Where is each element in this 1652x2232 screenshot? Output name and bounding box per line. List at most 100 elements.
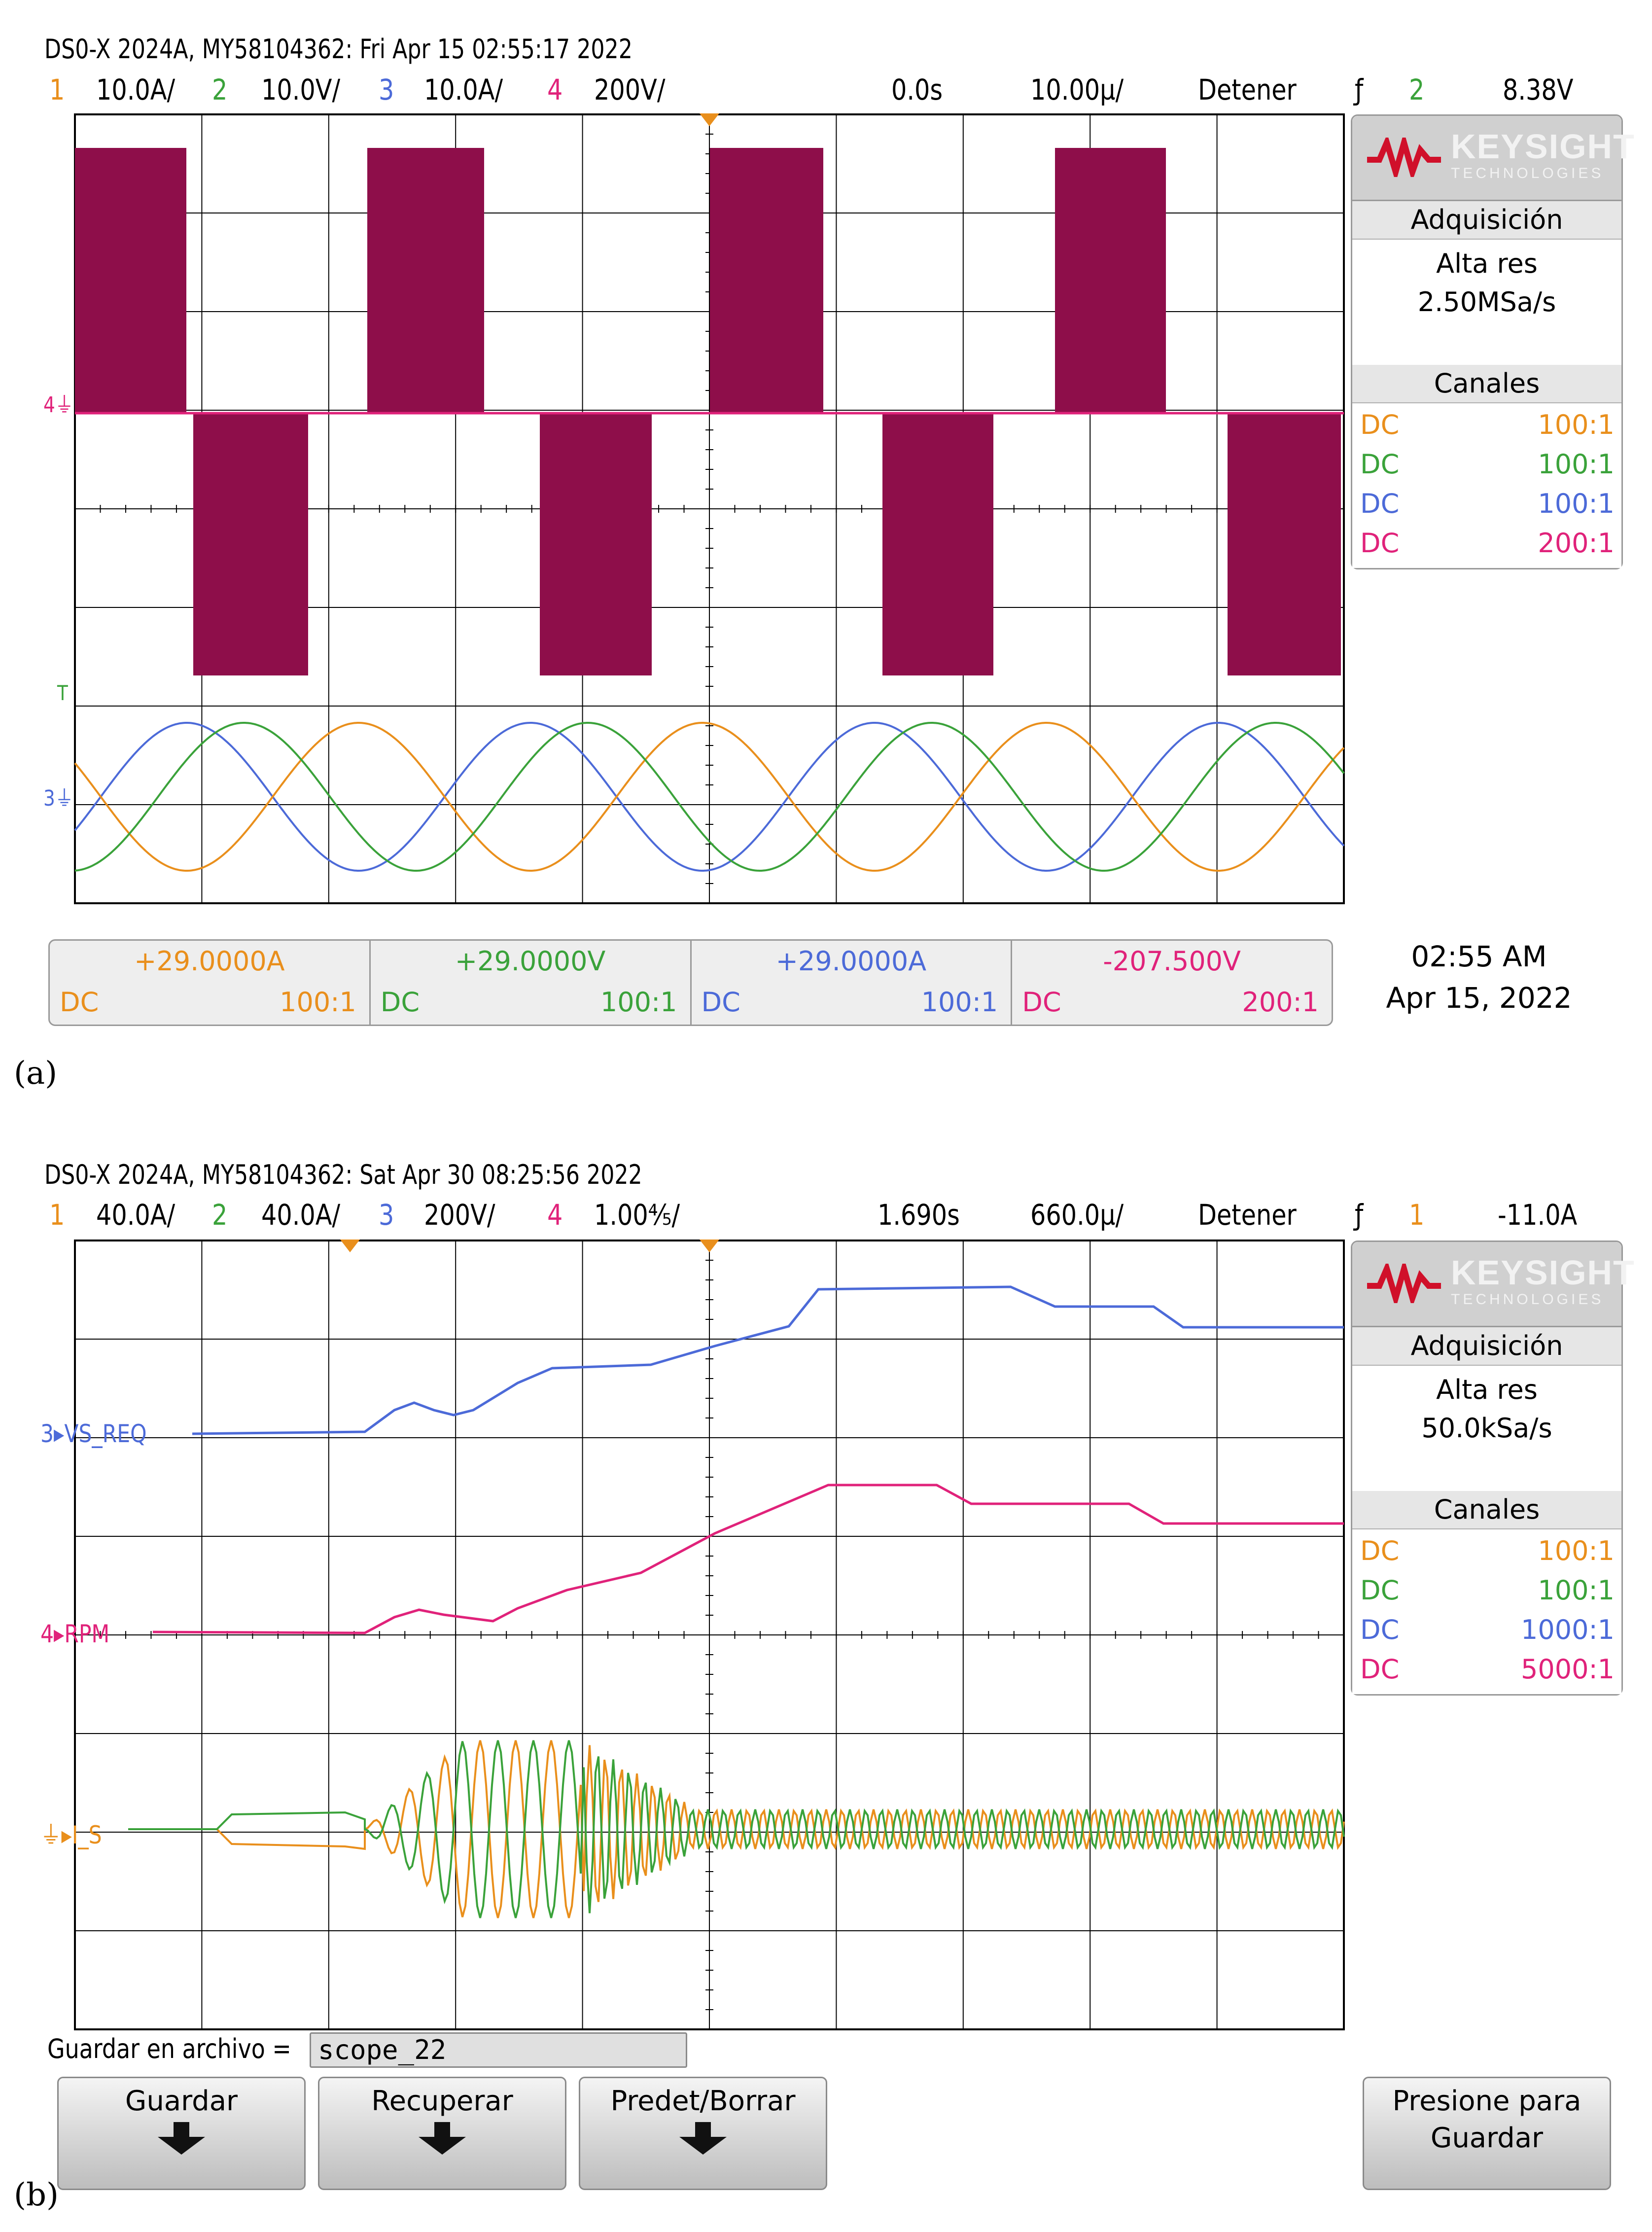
- ch4-pwm-block: [75, 148, 186, 413]
- ch4-scale[interactable]: 1.00⅘/: [594, 1198, 680, 1232]
- ch2-scale[interactable]: 10.0V/: [261, 73, 341, 106]
- ch4-pwm-block: [1055, 148, 1166, 413]
- measurement-ch4[interactable]: -207.500V DC 200:1: [1022, 946, 1319, 1018]
- delay-marker-icon: [340, 1240, 360, 1252]
- save-filename-label: Guardar en archivo =: [47, 2033, 291, 2064]
- channel-row[interactable]: DC 100:1: [1360, 409, 1615, 440]
- channel-row[interactable]: DC 100:1: [1360, 1535, 1615, 1566]
- trigger-level[interactable]: -11.0A: [1498, 1198, 1578, 1232]
- down-arrow-icon: [158, 2122, 205, 2155]
- acquisition-mode: Alta res: [1436, 248, 1538, 279]
- ch4-pwm-block: [367, 148, 484, 413]
- acquisition-title[interactable]: Adquisición: [1352, 201, 1621, 240]
- channel-row[interactable]: DC 1000:1: [1360, 1614, 1615, 1645]
- channels-title[interactable]: Canales: [1352, 1491, 1621, 1529]
- panel-a-header: DS0-X 2024A, MY58104362: Fri Apr 15 02:5…: [44, 34, 633, 65]
- trigger-edge-icon[interactable]: ƒ: [1355, 73, 1364, 106]
- ch1-num[interactable]: 1: [49, 1198, 65, 1232]
- recuperar-button[interactable]: Recuperar: [318, 2077, 566, 2190]
- keysight-wave-icon: [1367, 1264, 1441, 1303]
- rpm-label[interactable]: 4▸RPM: [40, 1620, 110, 1648]
- clock: 02:55 AM Apr 15, 2022: [1361, 936, 1597, 1019]
- down-arrow-icon: [419, 2122, 466, 2155]
- guardar-button[interactable]: Guardar: [57, 2077, 306, 2190]
- ch4-pwm-block: [882, 413, 993, 675]
- channel-row[interactable]: DC 100:1: [1360, 449, 1615, 480]
- ch4-scale[interactable]: 200V/: [594, 73, 666, 106]
- caption-a: (a): [14, 1055, 58, 1092]
- rpm-trace: [152, 1484, 1344, 1634]
- i-s-label[interactable]: ⏚▸I_S: [40, 1821, 102, 1849]
- press-to-save-button[interactable]: Presione para Guardar: [1363, 2077, 1611, 2190]
- measurement-ch3[interactable]: +29.0000A DC 100:1: [692, 941, 1013, 1025]
- channel-row[interactable]: DC 100:1: [1360, 488, 1615, 519]
- panel-a-scope-display[interactable]: [0, 0, 1351, 937]
- down-arrow-icon: [679, 2122, 727, 2155]
- graticule: [74, 1240, 1345, 2030]
- panel-b-scope-display[interactable]: [0, 0, 1351, 2071]
- brand-sub: TECHNOLOGIES: [1451, 1291, 1604, 1308]
- ch1-num[interactable]: 1: [49, 73, 65, 106]
- ch4-ground-marker[interactable]: 4⏚: [43, 392, 74, 418]
- clock-date: Apr 15, 2022: [1386, 981, 1572, 1015]
- brand-name: KEYSIGHT: [1451, 127, 1635, 166]
- time-scale[interactable]: 10.00µ/: [1030, 73, 1124, 106]
- ch1-scale[interactable]: 40.0A/: [96, 1198, 176, 1232]
- ch3-num[interactable]: 3: [379, 1198, 394, 1232]
- run-state[interactable]: Detener: [1198, 1198, 1297, 1232]
- trigger-channel[interactable]: 1: [1409, 1198, 1425, 1232]
- channel-row[interactable]: DC 100:1: [1360, 1575, 1615, 1606]
- time-scale[interactable]: 660.0µ/: [1030, 1198, 1124, 1232]
- ch1-current-trace: [74, 722, 1345, 872]
- keysight-logo: KEYSIGHT TECHNOLOGIES: [1352, 116, 1634, 201]
- measurement-ch1[interactable]: +29.0000A DC 100:1: [50, 941, 371, 1025]
- i-s-phase-b-trace: [128, 1740, 1345, 1918]
- vs-req-trace: [192, 1285, 1344, 1435]
- trigger-edge-icon[interactable]: ƒ: [1355, 1198, 1364, 1232]
- ch3-ground-marker[interactable]: 3⏚: [43, 786, 74, 811]
- channel-row[interactable]: DC 5000:1: [1360, 1654, 1615, 1685]
- ch4-pwm-block: [1228, 413, 1341, 675]
- ch4-num[interactable]: 4: [547, 73, 563, 106]
- brand-sub: TECHNOLOGIES: [1451, 165, 1604, 181]
- clock-time: 02:55 AM: [1411, 940, 1547, 973]
- ch4-num[interactable]: 4: [547, 1198, 563, 1232]
- trigger-marker[interactable]: T: [57, 681, 68, 705]
- ch1-scale[interactable]: 10.0A/: [96, 73, 176, 106]
- ch4-pwm-block: [540, 413, 652, 675]
- measurement-bar: +29.0000A DC 100:1 +29.0000V DC 100:1 +2…: [48, 939, 1333, 1026]
- ch2-scale[interactable]: 40.0A/: [261, 1198, 341, 1232]
- panel-a-sidebar: KEYSIGHT TECHNOLOGIES Adquisición Alta r…: [1351, 114, 1634, 569]
- time-offset[interactable]: 1.690s: [878, 1198, 960, 1232]
- brand-name: KEYSIGHT: [1451, 1253, 1635, 1292]
- panel-b-header: DS0-X 2024A, MY58104362: Sat Apr 30 08:2…: [44, 1159, 642, 1190]
- measurement-ch2[interactable]: +29.0000V DC 100:1: [371, 941, 692, 1025]
- trigger-channel[interactable]: 2: [1409, 73, 1425, 106]
- channels-title[interactable]: Canales: [1352, 365, 1621, 403]
- acquisition-rate: 50.0kSa/s: [1421, 1413, 1552, 1444]
- ch2-voltage-trace: [74, 722, 1345, 872]
- channel-row[interactable]: DC 200:1: [1360, 528, 1615, 559]
- panel-b-sidebar: KEYSIGHT TECHNOLOGIES Adquisición Alta r…: [1351, 1240, 1634, 1696]
- keysight-logo: KEYSIGHT TECHNOLOGIES: [1352, 1242, 1634, 1327]
- acquisition-rate: 2.50MSa/s: [1417, 286, 1556, 318]
- time-offset[interactable]: 0.0s: [891, 73, 943, 106]
- acquisition-title[interactable]: Adquisición: [1352, 1327, 1621, 1366]
- ch2-num[interactable]: 2: [212, 1198, 228, 1232]
- trigger-position-icon: [700, 1240, 719, 1252]
- predet-borrar-button[interactable]: Predet/Borrar: [579, 2077, 827, 2190]
- run-state[interactable]: Detener: [1198, 73, 1297, 106]
- ch3-scale[interactable]: 10.0A/: [424, 73, 503, 106]
- vs-req-label[interactable]: 3▸VS_REQ: [40, 1419, 147, 1448]
- ch3-num[interactable]: 3: [379, 73, 394, 106]
- ch3-scale[interactable]: 200V/: [424, 1198, 495, 1232]
- ch2-num[interactable]: 2: [212, 73, 228, 106]
- save-filename-input[interactable]: scope_22: [310, 2032, 687, 2068]
- ch4-pwm-block: [193, 413, 308, 675]
- ch4-pwm-block: [710, 148, 823, 413]
- acquisition-mode: Alta res: [1436, 1374, 1538, 1405]
- trigger-level[interactable]: 8.38V: [1503, 73, 1574, 106]
- i-s-phase-a-trace: [128, 1740, 1345, 1918]
- trigger-position-icon: [700, 113, 719, 126]
- caption-b: (b): [14, 2177, 59, 2213]
